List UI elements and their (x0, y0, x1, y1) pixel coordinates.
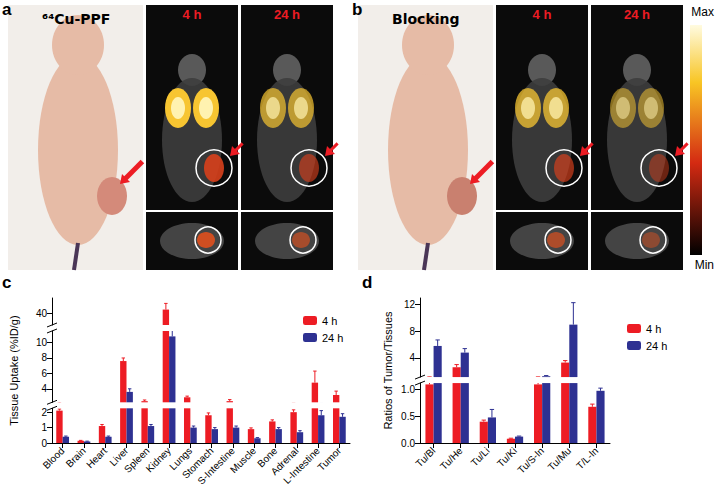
svg-text:S-Intestine: S-Intestine (195, 445, 237, 487)
svg-text:Tu/Mu: Tu/Mu (546, 445, 574, 473)
svg-text:Tu/Li: Tu/Li (469, 445, 492, 468)
svg-text:T/L-In: T/L-In (574, 445, 600, 471)
svg-text:4 h: 4 h (646, 323, 661, 335)
svg-text:4 h: 4 h (183, 7, 202, 22)
svg-text:Stomach: Stomach (179, 445, 216, 481)
svg-text:⁶⁴Cu-PPF: ⁶⁴Cu-PPF (42, 11, 110, 27)
svg-text:d: d (362, 273, 372, 292)
svg-text:24 h: 24 h (646, 340, 667, 352)
svg-text:24 h: 24 h (322, 332, 343, 344)
svg-text:Muscle: Muscle (228, 445, 258, 475)
svg-text:24 h: 24 h (274, 7, 300, 22)
svg-text:Tu/He: Tu/He (438, 445, 465, 472)
svg-text:a: a (2, 0, 12, 19)
svg-text:L-Intestine: L-Intestine (281, 445, 322, 486)
svg-text:Ratios of Tumor/Tissues: Ratios of Tumor/Tissues (382, 311, 394, 430)
svg-text:Tu/Ki: Tu/Ki (495, 445, 519, 469)
svg-text:0: 0 (41, 438, 47, 449)
svg-text:0.0: 0.0 (401, 438, 415, 449)
svg-text:12: 12 (404, 299, 416, 310)
svg-text:4 h: 4 h (533, 7, 552, 22)
svg-text:Lungs: Lungs (167, 445, 195, 473)
svg-text:Tu/S-In: Tu/S-In (515, 445, 546, 476)
svg-text:Tumor: Tumor (315, 445, 343, 473)
svg-text:8: 8 (41, 352, 47, 363)
svg-text:1.0: 1.0 (401, 384, 415, 395)
svg-text:4: 4 (409, 352, 415, 363)
svg-text:Blocking: Blocking (392, 11, 459, 27)
svg-text:Liver: Liver (107, 445, 131, 469)
svg-text:Min: Min (695, 258, 714, 272)
svg-text:b: b (352, 0, 362, 19)
svg-text:Adrenal: Adrenal (268, 445, 301, 478)
svg-text:2: 2 (41, 407, 47, 418)
svg-text:10: 10 (36, 337, 48, 348)
svg-text:Spleen: Spleen (121, 445, 152, 475)
svg-text:Max: Max (691, 5, 714, 19)
svg-text:Tu/Bl: Tu/Bl (413, 445, 437, 469)
svg-text:1: 1 (41, 422, 47, 433)
svg-text:Tissue Uptake (%ID/g): Tissue Uptake (%ID/g) (8, 315, 20, 425)
svg-text:0.5: 0.5 (401, 411, 415, 422)
svg-text:4: 4 (41, 383, 47, 394)
svg-text:Brain: Brain (64, 445, 88, 469)
svg-text:4 h: 4 h (322, 315, 337, 327)
svg-text:40: 40 (36, 308, 48, 319)
svg-text:Kidney: Kidney (144, 445, 173, 474)
svg-text:6: 6 (41, 368, 47, 379)
svg-text:8: 8 (409, 326, 415, 337)
svg-text:Heart: Heart (84, 445, 109, 470)
svg-text:24 h: 24 h (624, 7, 650, 22)
svg-text:Bone: Bone (255, 445, 280, 470)
svg-text:Blood: Blood (41, 445, 67, 471)
svg-text:c: c (2, 273, 11, 292)
